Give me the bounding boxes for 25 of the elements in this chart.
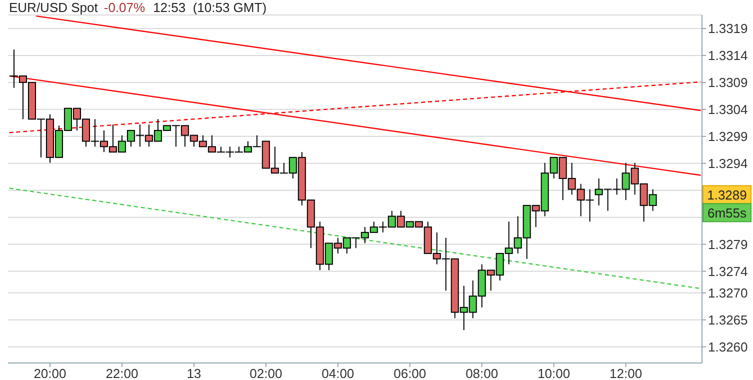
x-tick-label: 12:00 [610, 366, 642, 380]
x-tick-label: 02:00 [250, 366, 282, 380]
y-tick-label: 1.3304 [708, 102, 748, 118]
x-tick-label: 04:00 [322, 366, 354, 380]
y-tick-label: 1.3279 [708, 236, 748, 252]
chart-subtitle: -0.07% [104, 0, 146, 15]
y-tick-label: 1.3319 [708, 21, 748, 36]
y-tick-label: 1.3265 [708, 312, 748, 328]
chart-title: EUR/USD Spot [9, 0, 98, 15]
y-tick-label: 1.3270 [708, 285, 748, 300]
y-tick-label: 1.3260 [708, 339, 748, 354]
price-tag: 1.3289 [702, 185, 752, 204]
text: 12:53 (10:53 GMT) [153, 0, 267, 15]
price-tag: 6m55s [702, 203, 752, 222]
y-tick-label: 1.3309 [708, 75, 748, 90]
y-tick-label: 1.3299 [708, 129, 748, 144]
y-tick-label: 1.3294 [708, 156, 748, 171]
x-tick-label: 10:00 [538, 366, 570, 380]
x-tick-label: 13 [186, 366, 202, 380]
x-tick-label: 22:00 [106, 366, 138, 380]
y-tick-label: 1.3314 [708, 48, 748, 64]
x-tick-label: 06:00 [394, 366, 426, 380]
x-tick-label: 08:00 [466, 366, 498, 380]
x-tick-label: 20:00 [34, 366, 66, 380]
y-tick-label: 1.3274 [708, 264, 748, 279]
